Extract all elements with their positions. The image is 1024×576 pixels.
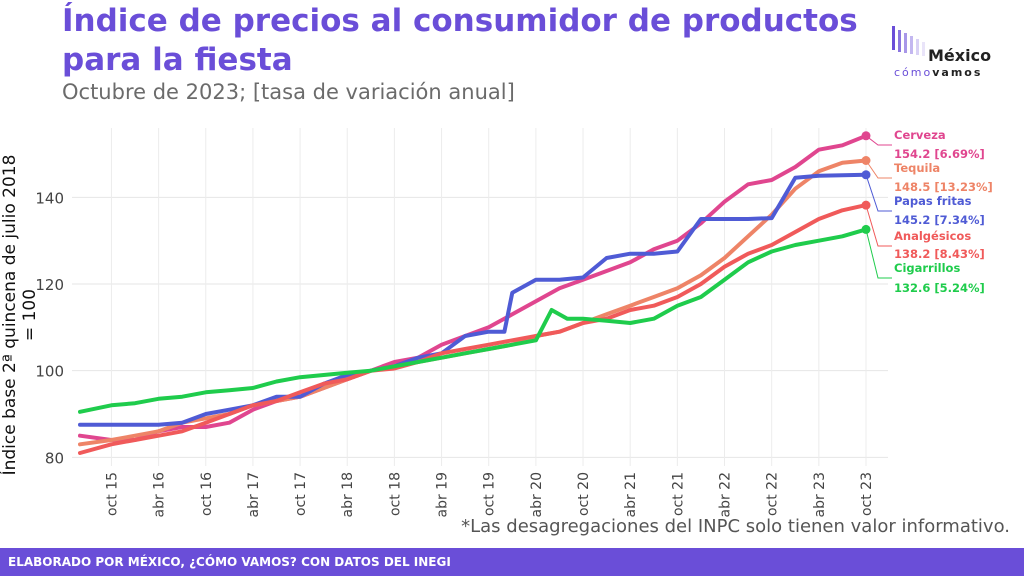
x-tick-label: abr 23 xyxy=(812,472,828,518)
chart-title: Índice de precios al consumidor de produ… xyxy=(62,3,858,78)
series-name-label: Tequila xyxy=(894,161,940,175)
x-tick-label: oct 22 xyxy=(765,472,781,516)
x-tick-label: abr 19 xyxy=(435,472,451,518)
series-name-label: Analgésicos xyxy=(894,229,971,243)
x-tick-label: abr 17 xyxy=(246,472,262,518)
x-tick-label: oct 20 xyxy=(576,472,592,516)
y-tick-label: 120 xyxy=(35,276,64,294)
x-tick-label: oct 19 xyxy=(482,472,498,516)
series-line xyxy=(78,133,868,442)
label-leader-line xyxy=(865,204,892,247)
x-tick-label: abr 20 xyxy=(529,472,545,518)
x-tick-label: oct 17 xyxy=(293,472,309,516)
series-line xyxy=(78,158,868,447)
x-tick-label: abr 21 xyxy=(623,472,639,518)
series-name-label: Cerveza xyxy=(894,128,946,142)
series-name-label: Cigarrillos xyxy=(894,261,960,275)
x-tick-label: oct 21 xyxy=(670,472,686,516)
series-line xyxy=(78,203,868,455)
series-value-label: 154.2 [6.69%] xyxy=(894,147,985,161)
logo-bars-icon xyxy=(892,26,925,56)
x-tick-label: abr 16 xyxy=(152,472,168,518)
chart-subtitle: Octubre de 2023; [tasa de variación anua… xyxy=(62,80,515,104)
series-value-label: 132.6 [5.24%] xyxy=(894,281,985,295)
series-value-label: 145.2 [7.34%] xyxy=(894,213,985,227)
label-leader-line xyxy=(865,135,892,146)
series-line xyxy=(78,227,868,414)
series-value-label: 138.2 [8.43%] xyxy=(894,247,985,261)
label-leader-line xyxy=(865,160,892,179)
footer-bar: ELABORADO POR MÉXICO, ¿CÓMO VAMOS? CON D… xyxy=(0,548,1024,576)
disclaimer-note: *Las desagregaciones del INPC solo tiene… xyxy=(461,516,1010,537)
y-tick-label: 100 xyxy=(35,363,64,381)
series-name-label: Papas fritas xyxy=(894,194,972,208)
label-leader-line xyxy=(865,229,892,279)
line-chart: 80 100 120 140 oct 15 abr 16 oct 16 abr 17 oct 1… xyxy=(35,128,993,518)
logo-name: México xyxy=(928,46,992,65)
logo-tagline: cómovamos xyxy=(894,66,983,79)
series-value-label: 148.5 [13.23%] xyxy=(894,180,993,194)
x-tick-label: oct 15 xyxy=(104,472,120,516)
x-tick-label: abr 22 xyxy=(718,472,734,518)
label-leader-line xyxy=(865,174,892,212)
x-tick-label: abr 18 xyxy=(340,472,356,518)
series-line xyxy=(78,172,868,427)
x-tick-label: oct 16 xyxy=(199,472,215,516)
y-tick-label: 140 xyxy=(35,189,64,207)
brand-logo: México cómovamos xyxy=(888,18,1008,84)
y-tick-label: 80 xyxy=(45,449,64,467)
x-tick-label: oct 18 xyxy=(387,472,403,516)
x-tick-label: oct 23 xyxy=(859,472,875,516)
footer-text: ELABORADO POR MÉXICO, ¿CÓMO VAMOS? CON D… xyxy=(8,555,451,569)
